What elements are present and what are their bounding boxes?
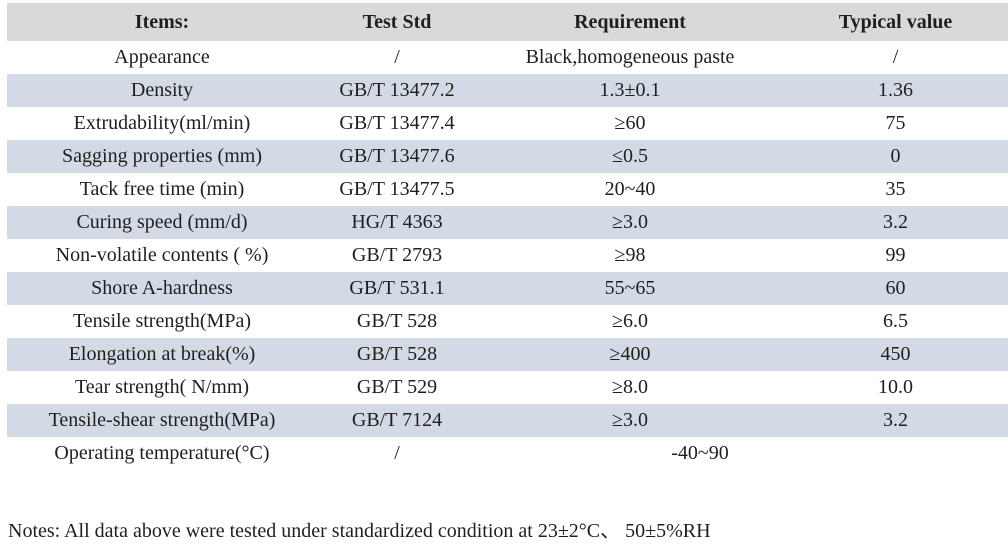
cell-item: Sagging properties (mm)	[7, 140, 317, 173]
cell-req: 55~65	[477, 272, 783, 305]
cell-item: Tensile strength(MPa)	[72, 310, 251, 332]
cell-typ: 60	[783, 272, 1008, 305]
cell-typ: 3.2	[783, 206, 1008, 239]
table-row: Non-volatile contents ( %) GB/T 2793 ≥98 99	[7, 239, 1008, 272]
cell-std: GB/T 13477.5	[339, 178, 455, 200]
cell-std: GB/T 529	[356, 376, 438, 398]
cell-req: 20~40	[604, 178, 656, 200]
cell-typ: 3.2	[783, 404, 1008, 437]
table-row: Operating temperature(°C) / -40~90	[7, 437, 1008, 470]
cell-item: Tensile-shear strength(MPa)	[7, 404, 317, 437]
table-row: Elongation at break(%) GB/T 528 ≥400 450	[7, 338, 1008, 371]
table-row: Tack free time (min) GB/T 13477.5 20~40 35	[7, 173, 1008, 206]
table-row: Density GB/T 13477.2 1.3±0.1 1.36	[7, 74, 1008, 107]
spec-table-body: Appearance / Black,homogeneous paste / Densi…	[7, 41, 1008, 470]
cell-std: GB/T 13477.4	[339, 112, 455, 134]
table-row: Shore A-hardness GB/T 531.1 55~65 60	[7, 272, 1008, 305]
table-row: Extrudability(ml/min) GB/T 13477.4 ≥60 75	[7, 107, 1008, 140]
table-row: Sagging properties (mm) GB/T 13477.6 ≤0.5 0	[7, 140, 1008, 173]
table-row: Tensile strength(MPa) GB/T 528 ≥6.0 6.5	[7, 305, 1008, 338]
cell-item: Shore A-hardness	[7, 272, 317, 305]
cell-typ: 35	[885, 178, 906, 200]
cell-std: GB/T 528	[317, 338, 477, 371]
cell-std: GB/T 2793	[351, 244, 443, 266]
cell-req: ≥3.0	[477, 206, 783, 239]
cell-std: HG/T 4363	[317, 206, 477, 239]
cell-std: /	[394, 46, 400, 68]
cell-item: Tear strength( N/mm)	[74, 376, 250, 398]
cell-req: Black,homogeneous paste	[525, 46, 735, 68]
spec-table-header: Items: Test Std Requirement Typical valu…	[7, 3, 1008, 41]
cell-typ: 450	[783, 338, 1008, 371]
cell-typ: 10.0	[878, 376, 913, 398]
cell-req: ≥400	[477, 338, 783, 371]
cell-req: ≥3.0	[477, 404, 783, 437]
cell-std: GB/T 528	[356, 310, 438, 332]
header-requirement: Requirement	[477, 3, 783, 41]
cell-item: Non-volatile contents ( %)	[55, 244, 269, 266]
header-typical-value: Typical value	[783, 3, 1008, 41]
cell-item: Density	[7, 74, 317, 107]
cell-item: Appearance	[114, 46, 210, 68]
cell-std: GB/T 13477.6	[317, 140, 477, 173]
table-row: Appearance / Black,homogeneous paste /	[7, 41, 1008, 74]
spec-table: Items: Test Std Requirement Typical valu…	[7, 3, 1008, 470]
cell-typ: 75	[885, 112, 906, 134]
notes-text: Notes: All data above were tested under …	[8, 520, 711, 542]
cell-std: /	[394, 442, 400, 464]
cell-item: Elongation at break(%)	[7, 338, 317, 371]
cell-typ: 99	[885, 244, 906, 266]
cell-item: Curing speed (mm/d)	[7, 206, 317, 239]
cell-std: GB/T 7124	[317, 404, 477, 437]
cell-typ: 0	[783, 140, 1008, 173]
cell-typ: /	[892, 46, 899, 68]
cell-typ: 1.36	[783, 74, 1008, 107]
cell-req: ≥6.0	[612, 310, 648, 332]
table-row: Tensile-shear strength(MPa) GB/T 7124 ≥3.0…	[7, 404, 1008, 437]
cell-req: -40~90	[671, 442, 729, 464]
cell-std: GB/T 13477.2	[317, 74, 477, 107]
cell-item: Operating temperature(°C)	[54, 442, 270, 464]
cell-req: ≥98	[614, 244, 646, 266]
table-row: Tear strength( N/mm) GB/T 529 ≥8.0 10.0	[7, 371, 1008, 404]
cell-std: GB/T 531.1	[317, 272, 477, 305]
cell-req: 1.3±0.1	[477, 74, 783, 107]
cell-item: Extrudability(ml/min)	[73, 112, 251, 134]
cell-item: Tack free time (min)	[79, 178, 245, 200]
table-row: Curing speed (mm/d) HG/T 4363 ≥3.0 3.2	[7, 206, 1008, 239]
cell-req: ≥60	[614, 112, 646, 134]
cell-typ: 6.5	[883, 310, 908, 332]
cell-req: ≤0.5	[477, 140, 783, 173]
header-test-std: Test Std	[317, 3, 477, 41]
header-row: Items: Test Std Requirement Typical valu…	[7, 3, 1008, 41]
cell-req: ≥8.0	[612, 376, 648, 398]
header-items: Items:	[7, 3, 317, 41]
